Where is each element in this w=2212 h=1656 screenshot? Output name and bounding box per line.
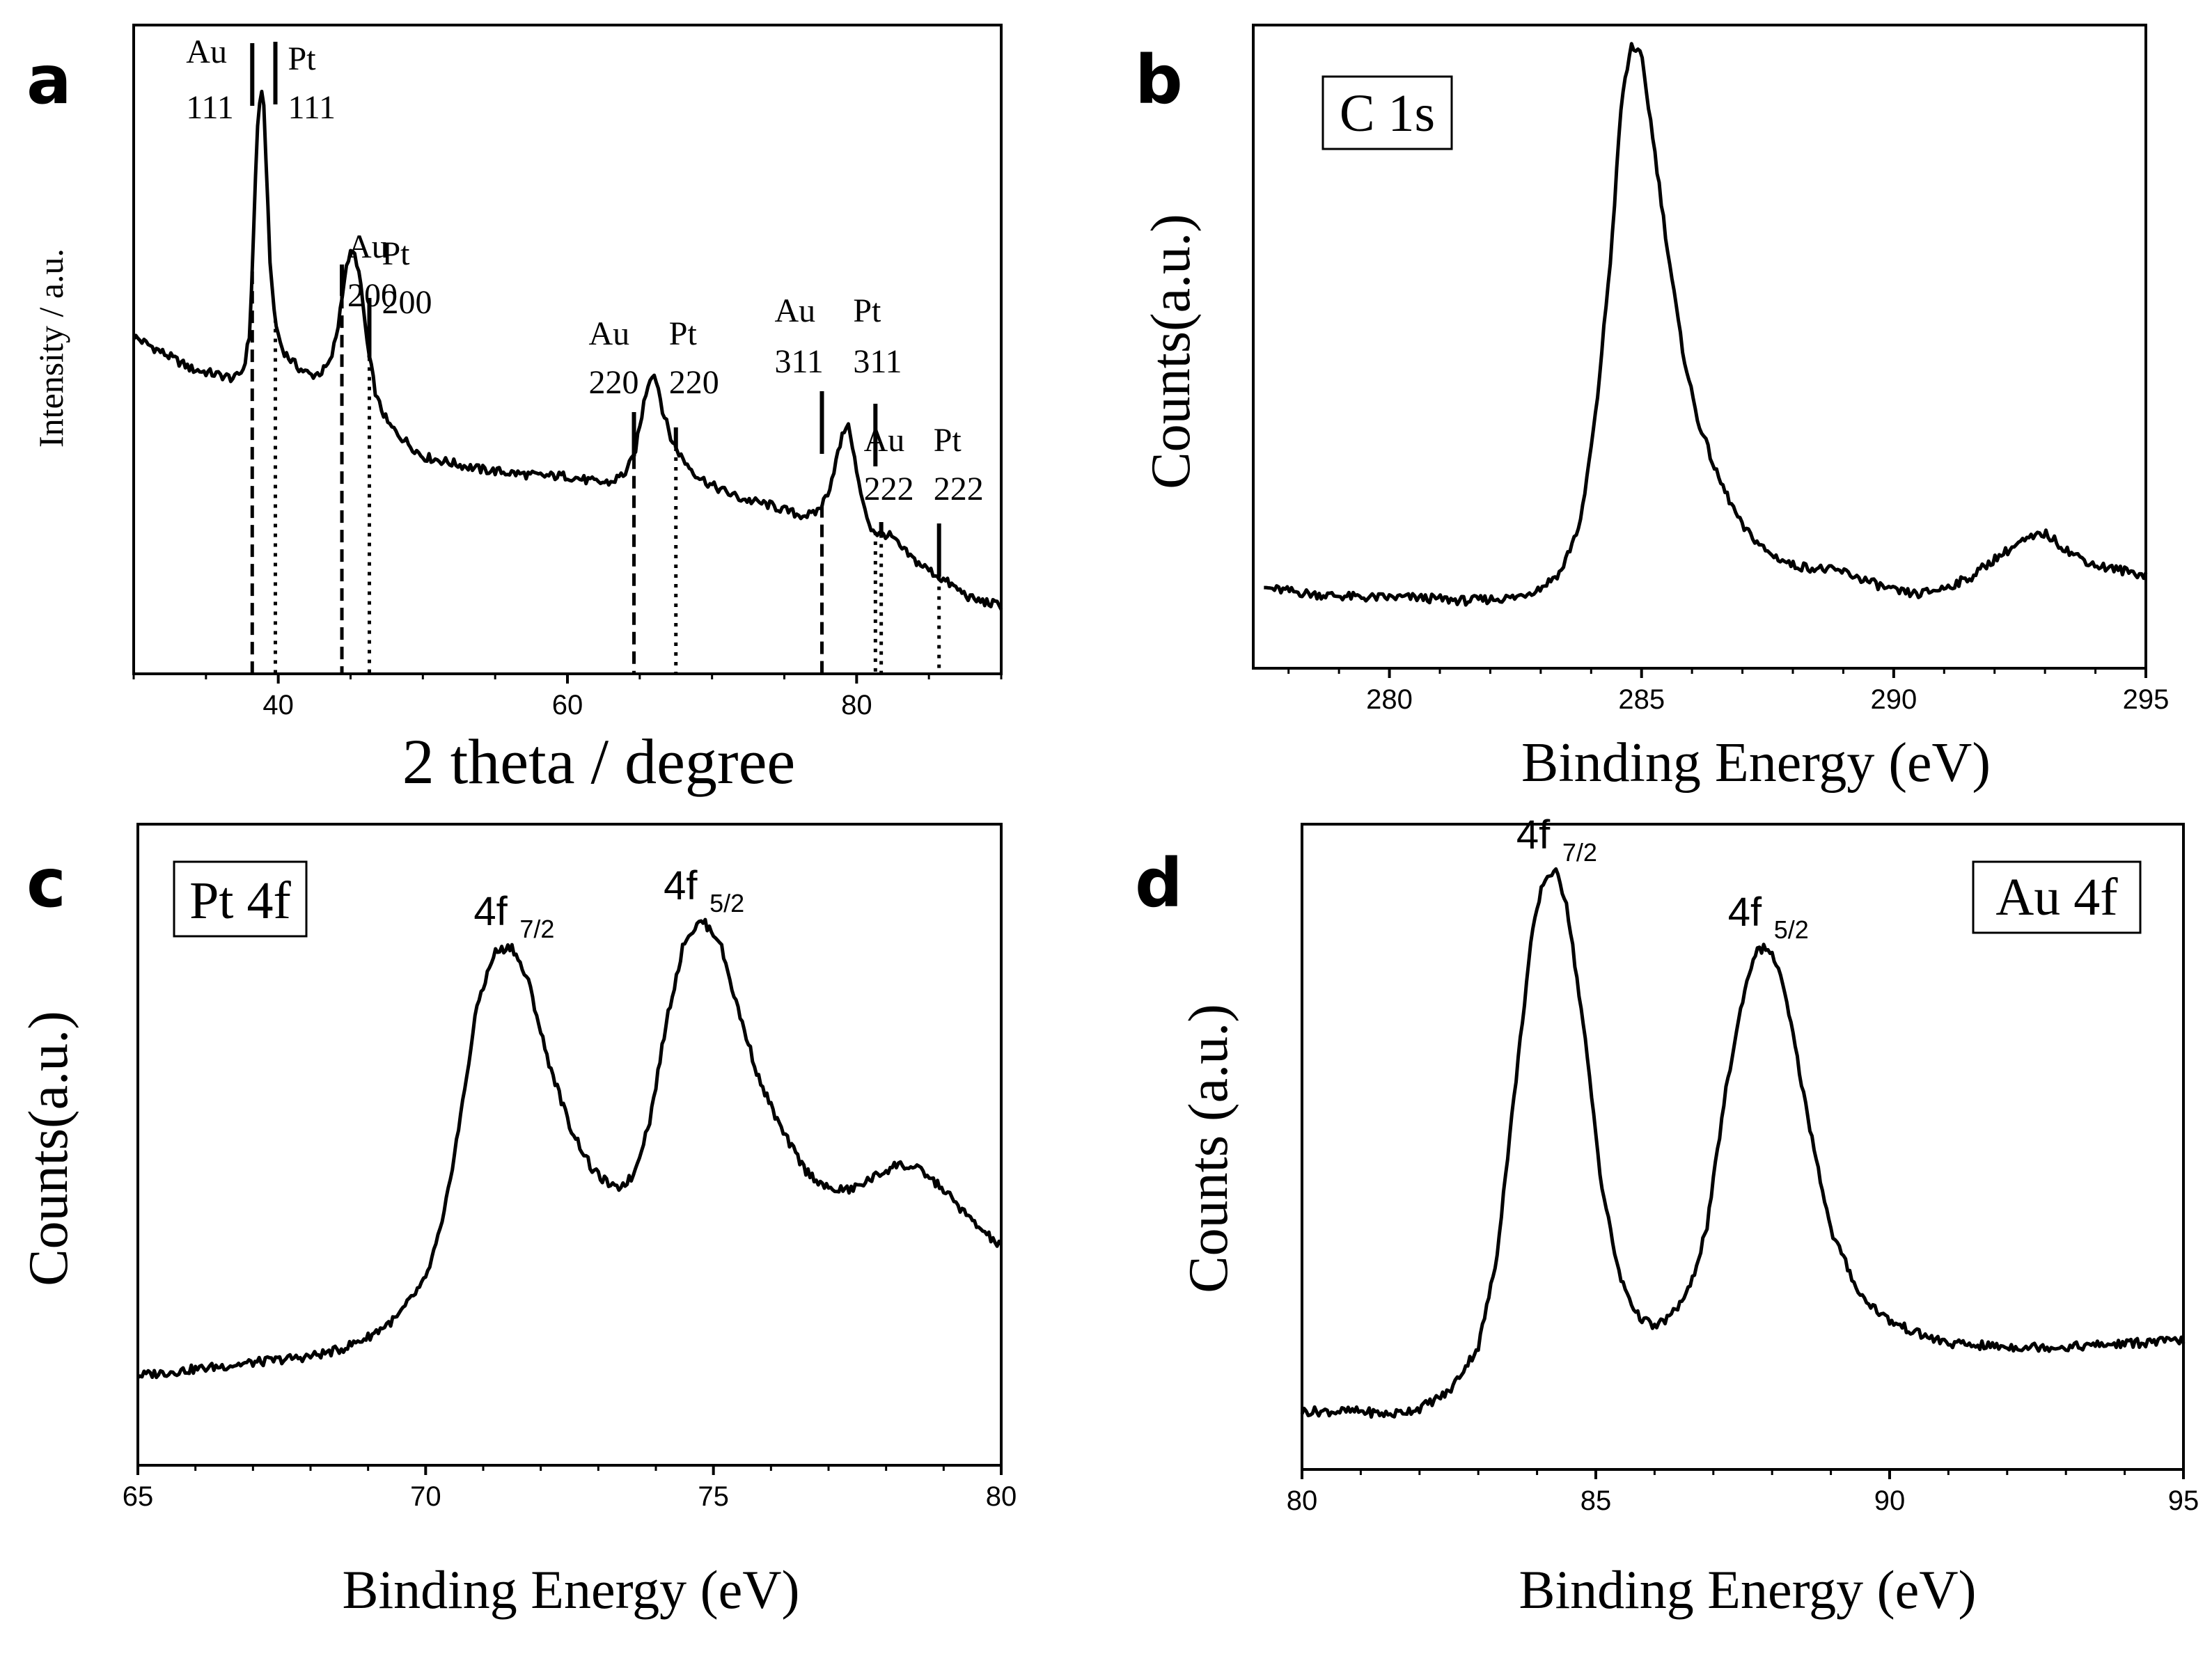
reflection-label-name: Au bbox=[186, 33, 227, 70]
x-tick-label: 280 bbox=[1366, 684, 1413, 715]
peak-label-subscript: 7/2 bbox=[1562, 838, 1597, 867]
reflection-label-hkl: 111 bbox=[288, 89, 336, 126]
x-tick-label: 285 bbox=[1618, 684, 1665, 715]
reflection-label-hkl: 222 bbox=[934, 471, 984, 507]
panel-d: d 80 85 90 95 Binding Energy (eV) Counts (a.u.… bbox=[1135, 812, 2199, 1620]
panel-letter-a: a bbox=[26, 41, 72, 119]
reflection-label-name: Au bbox=[774, 292, 815, 329]
x-axis-title: Binding Energy (eV) bbox=[1519, 1559, 1976, 1620]
x-tick-label: 80 bbox=[986, 1481, 1017, 1512]
reflection-label-hkl: 111 bbox=[186, 89, 233, 126]
series-line bbox=[1300, 867, 2186, 1419]
reflection-label-name: Pt bbox=[853, 292, 881, 329]
peak-label-subscript: 7/2 bbox=[519, 915, 554, 943]
y-axis-title: Intensity / a.u. bbox=[31, 249, 70, 448]
peak-label: 4f bbox=[664, 863, 698, 908]
panel-b: b 280 285 290 295 Binding Energy (eV) Counts(a… bbox=[1135, 24, 2170, 794]
y-axis-title: Counts (a.u.) bbox=[1178, 1004, 1239, 1293]
x-axis-title: Binding Energy (eV) bbox=[1521, 732, 1991, 794]
spectrum-label: Au 4f bbox=[1995, 868, 2118, 926]
x-tick-label: 60 bbox=[552, 690, 583, 720]
panel-letter-d: d bbox=[1135, 844, 1183, 922]
peak-label: 4f bbox=[1728, 890, 1762, 935]
peak-label-subscript: 5/2 bbox=[1774, 915, 1809, 944]
x-axis-title: 2 theta / degree bbox=[402, 726, 796, 797]
plot-frame bbox=[1301, 823, 2185, 1471]
peak-label: 4f bbox=[1516, 812, 1551, 858]
spectrum-label: Pt 4f bbox=[189, 872, 291, 930]
panel-letter-b: b bbox=[1135, 41, 1183, 119]
x-axis-title: Binding Energy (eV) bbox=[342, 1559, 799, 1620]
reflection-label-name: Au bbox=[864, 422, 905, 459]
spectrum-label-box bbox=[1972, 860, 2142, 934]
reflection-label-name: Pt bbox=[934, 422, 962, 459]
plot-frame bbox=[136, 823, 1003, 1467]
y-axis-title: Counts(a.u.) bbox=[1140, 214, 1202, 489]
y-axis-title: Counts(a.u.) bbox=[18, 1011, 79, 1286]
x-tick-label: 290 bbox=[1870, 684, 1917, 715]
plot-frame bbox=[1252, 24, 2147, 670]
x-tick-label: 80 bbox=[1287, 1485, 1318, 1516]
x-tick-label: 85 bbox=[1580, 1485, 1612, 1516]
spectrum-label: C 1s bbox=[1340, 84, 1435, 143]
reflection-label-name: Pt bbox=[669, 315, 698, 352]
reflection-label-hkl: 220 bbox=[669, 364, 719, 401]
reflection-label-hkl: 200 bbox=[347, 277, 398, 314]
x-tick-label: 90 bbox=[1874, 1485, 1906, 1516]
reflection-label-hkl: 220 bbox=[589, 364, 639, 401]
reflection-label-name: Pt bbox=[288, 40, 317, 77]
peak-label-subscript: 5/2 bbox=[709, 889, 744, 917]
x-tick-label: 95 bbox=[2168, 1485, 2199, 1516]
panel-a: a 40 60 80 2 theta / degree Intensity / a.u. A… bbox=[26, 24, 1003, 797]
reflection-label-hkl: 311 bbox=[774, 343, 823, 380]
spectrum-label-box bbox=[173, 860, 308, 938]
series-line bbox=[1264, 42, 2148, 607]
reflection-label-hkl: 200 bbox=[382, 284, 432, 321]
reflection-label-hkl: 311 bbox=[853, 343, 902, 380]
reflection-label-name: Pt bbox=[382, 235, 410, 272]
x-tick-label: 80 bbox=[841, 690, 872, 720]
reflection-label-name: Au bbox=[347, 228, 389, 265]
x-tick-label: 65 bbox=[123, 1481, 154, 1512]
series-line bbox=[132, 89, 1003, 610]
panel-c: c 65 70 75 80 Binding Energy (eV) Counts(a.u.)… bbox=[18, 823, 1017, 1620]
x-tick-label: 70 bbox=[410, 1481, 441, 1512]
spectrum-label-box bbox=[1321, 75, 1453, 150]
series-line bbox=[136, 917, 1003, 1380]
reflection-label-hkl: 222 bbox=[864, 471, 914, 507]
x-tick-label: 295 bbox=[2123, 684, 2170, 715]
x-tick-label: 75 bbox=[698, 1481, 729, 1512]
reflection-label-name: Au bbox=[589, 315, 630, 352]
panel-letter-c: c bbox=[26, 844, 66, 922]
x-tick-label: 40 bbox=[262, 690, 294, 720]
peak-label: 4f bbox=[473, 889, 508, 934]
